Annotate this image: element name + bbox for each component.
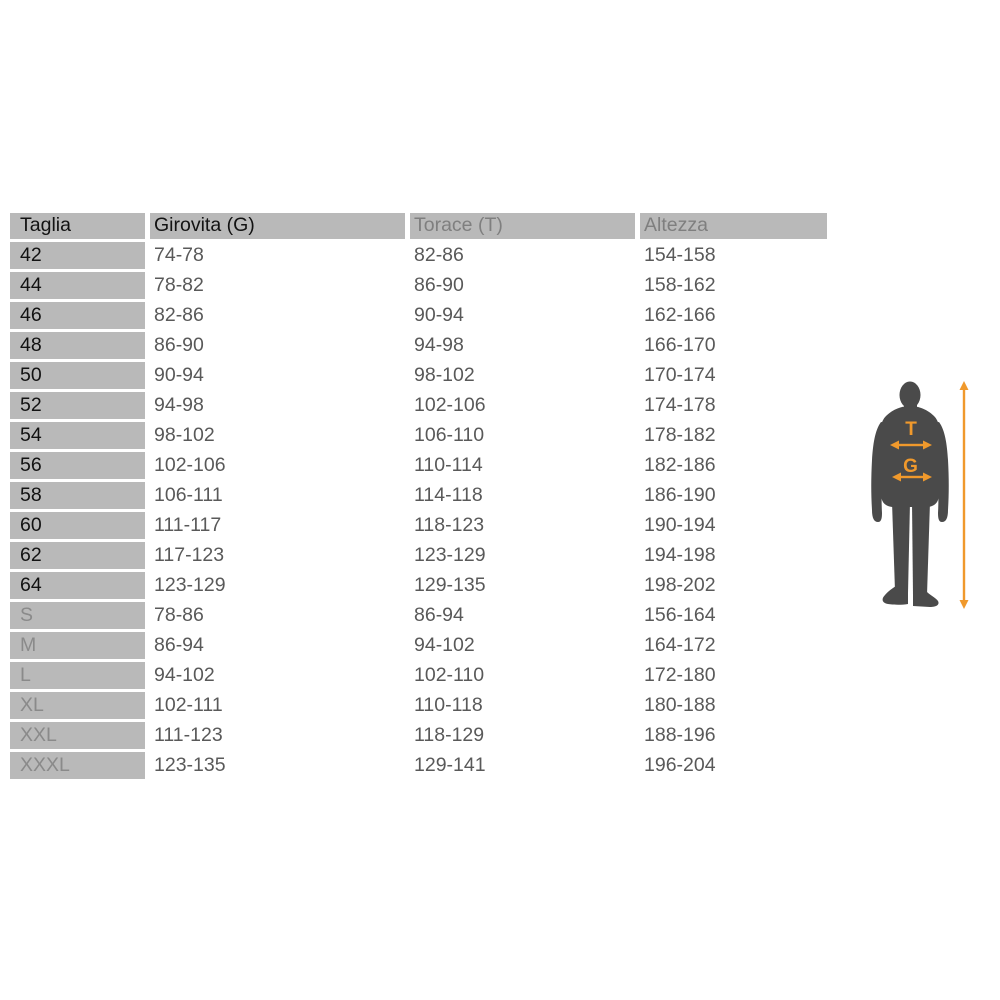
value-cell: 110-114 — [414, 453, 483, 476]
value-cell: 114-118 — [414, 483, 483, 506]
value-cell: 111-117 — [154, 513, 222, 536]
value-cell: 94-102 — [414, 633, 475, 656]
value-cell: 123-129 — [414, 543, 486, 566]
value-cell: 102-111 — [154, 693, 223, 716]
size-cell: 46 — [10, 302, 145, 329]
value-cell: 166-170 — [644, 333, 716, 356]
size-cell: S — [10, 602, 145, 629]
size-cell: 56 — [10, 452, 145, 479]
value-cell: 82-86 — [414, 243, 464, 266]
size-cell: 48 — [10, 332, 145, 359]
column-header: Altezza — [640, 213, 827, 239]
size-cell: XL — [10, 692, 145, 719]
value-cell: 190-194 — [644, 513, 716, 536]
value-cell: 180-188 — [644, 693, 716, 716]
column-header: Torace (T) — [410, 213, 635, 239]
value-cell: 86-94 — [154, 633, 204, 656]
size-cell: 62 — [10, 542, 145, 569]
value-cell: 94-98 — [154, 393, 204, 416]
size-cell: 58 — [10, 482, 145, 509]
value-cell: 164-172 — [644, 633, 716, 656]
value-cell: 186-190 — [644, 483, 716, 506]
value-cell: 82-86 — [154, 303, 204, 326]
size-cell: 42 — [10, 242, 145, 269]
size-cell: XXL — [10, 722, 145, 749]
value-cell: 102-106 — [414, 393, 486, 416]
size-cell: 60 — [10, 512, 145, 539]
size-cell: 44 — [10, 272, 145, 299]
person-silhouette — [871, 381, 949, 607]
value-cell: 174-178 — [644, 393, 716, 416]
value-cell: 90-94 — [414, 303, 464, 326]
waist-measure-arrow — [892, 472, 932, 482]
value-cell: 94-102 — [154, 663, 215, 686]
value-cell: 129-135 — [414, 573, 486, 596]
size-cell: 54 — [10, 422, 145, 449]
value-cell: 86-94 — [414, 603, 464, 626]
measurement-figure: T G — [868, 378, 976, 612]
value-cell: 86-90 — [414, 273, 464, 296]
column-header: Girovita (G) — [150, 213, 405, 239]
chest-label: T — [905, 419, 917, 440]
value-cell: 194-198 — [644, 543, 716, 566]
value-cell: 188-196 — [644, 723, 716, 746]
value-cell: 198-202 — [644, 573, 716, 596]
size-cell: 52 — [10, 392, 145, 419]
size-cell: 50 — [10, 362, 145, 389]
value-cell: 156-164 — [644, 603, 716, 626]
value-cell: 123-135 — [154, 753, 226, 776]
value-cell: 110-118 — [414, 693, 483, 716]
value-cell: 78-86 — [154, 603, 204, 626]
waist-label: G — [903, 456, 918, 477]
value-cell: 102-110 — [414, 663, 485, 686]
value-cell: 90-94 — [154, 363, 204, 386]
value-cell: 118-123 — [414, 513, 485, 536]
value-cell: 182-186 — [644, 453, 716, 476]
value-cell: 162-166 — [644, 303, 716, 326]
value-cell: 98-102 — [154, 423, 215, 446]
value-cell: 170-174 — [644, 363, 716, 386]
value-cell: 106-111 — [154, 483, 223, 506]
value-cell: 78-82 — [154, 273, 204, 296]
height-measure-arrow — [959, 381, 969, 609]
value-cell: 74-78 — [154, 243, 204, 266]
size-cell: XXXL — [10, 752, 145, 779]
size-table: Taglia Girovita (G) Torace (T) Altezza 42 74-… — [10, 213, 827, 779]
value-cell: 158-162 — [644, 273, 716, 296]
chest-measure-arrow — [890, 440, 932, 450]
value-cell: 117-123 — [154, 543, 225, 566]
measure-annotations: T G — [890, 381, 969, 609]
value-cell: 178-182 — [644, 423, 716, 446]
value-cell: 118-129 — [414, 723, 485, 746]
value-cell: 111-123 — [154, 723, 223, 746]
value-cell: 129-141 — [414, 753, 486, 776]
size-cell: 64 — [10, 572, 145, 599]
value-cell: 106-110 — [414, 423, 485, 446]
value-cell: 154-158 — [644, 243, 716, 266]
size-cell: M — [10, 632, 145, 659]
value-cell: 98-102 — [414, 363, 475, 386]
value-cell: 172-180 — [644, 663, 716, 686]
value-cell: 86-90 — [154, 333, 204, 356]
value-cell: 196-204 — [644, 753, 716, 776]
value-cell: 123-129 — [154, 573, 226, 596]
value-cell: 102-106 — [154, 453, 226, 476]
size-cell: L — [10, 662, 145, 689]
value-cell: 94-98 — [414, 333, 464, 356]
column-header: Taglia — [10, 213, 145, 239]
